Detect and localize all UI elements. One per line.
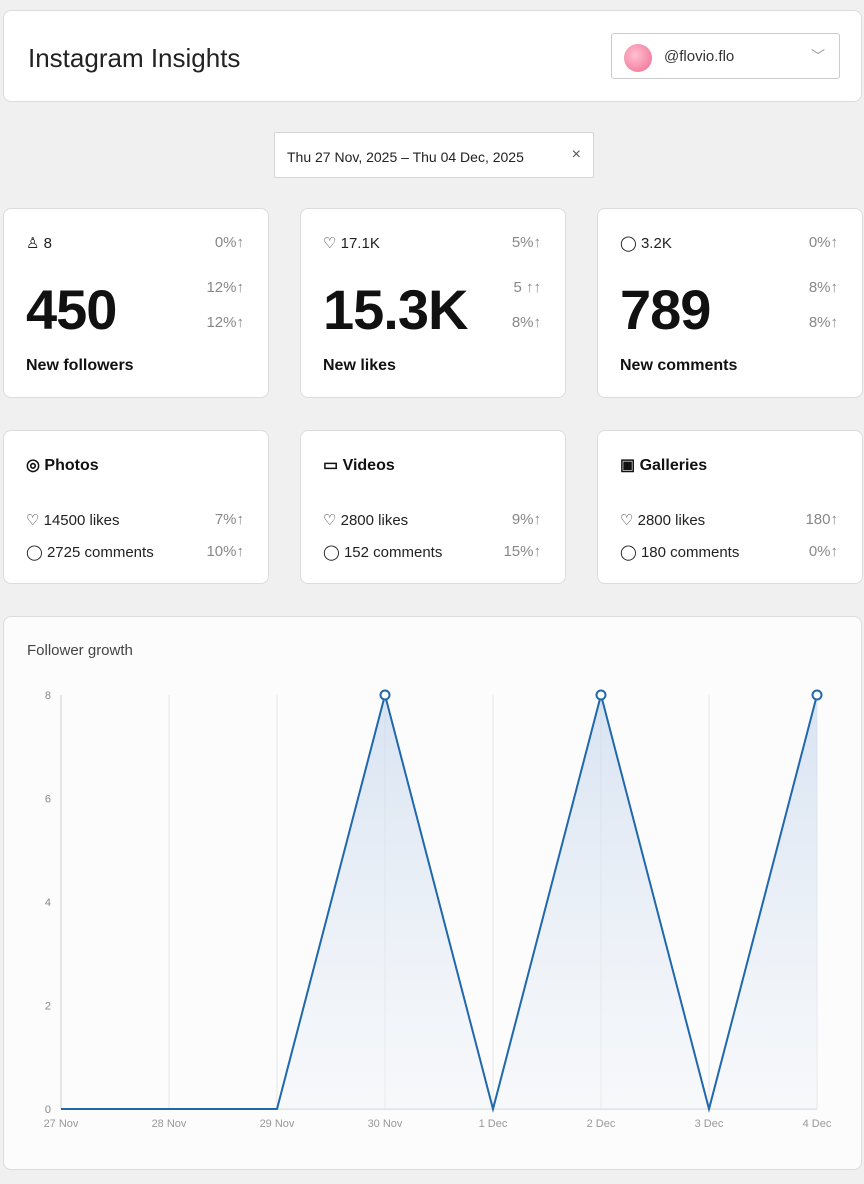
stat-small-change: 0%↑	[214, 234, 244, 251]
x-tick-label: 30 Nov	[368, 1118, 403, 1130]
media-comments-change: 10%↑	[206, 543, 244, 560]
comment-icon: ◯	[323, 544, 340, 561]
stat-change-1: 5 ↑↑	[513, 279, 541, 296]
x-tick-label: 1 Dec	[479, 1118, 508, 1130]
y-tick-label: 2	[45, 1001, 51, 1013]
stat-small-change: 5%↑	[511, 234, 541, 251]
media-title: ▭ Videos	[323, 457, 395, 474]
x-tick-label: 28 Nov	[152, 1118, 187, 1130]
page-title: Instagram Insights	[28, 43, 241, 73]
media-card-0: ◎ Photos ♡ 14500 likes 7%↑ ◯ 2725 commen…	[3, 430, 269, 584]
stat-change-1: 12%↑	[206, 279, 244, 296]
y-tick-label: 8	[45, 690, 51, 702]
header-card: Instagram Insights @flovio.flo ﹀	[3, 10, 862, 102]
chart-title: Follower growth	[27, 642, 133, 659]
stat-label: New likes	[323, 357, 396, 374]
stat-value: 789	[620, 278, 711, 341]
stat-change-1: 8%↑	[808, 279, 838, 296]
x-tick-label: 4 Dec	[803, 1118, 832, 1130]
comment-icon: ◯	[620, 235, 637, 252]
media-title: ▣ Galleries	[620, 457, 708, 474]
heart-icon: ♡	[26, 512, 40, 529]
media-comments: ◯ 152 comments	[323, 544, 443, 561]
media-comments: ◯ 180 comments	[620, 544, 740, 561]
y-tick-label: 6	[45, 794, 51, 806]
user-icon: ♙	[26, 235, 40, 252]
media-title: ◎ Photos	[26, 457, 99, 474]
data-point	[595, 689, 607, 701]
x-tick-label: 2 Dec	[587, 1118, 616, 1130]
stat-card-2: ◯ 3.2K 0%↑ 789 8%↑ 8%↑ New comments	[597, 208, 863, 398]
follower-growth-chart: Follower growth 27 Nov 28 Nov 29 Nov 30 Nov…	[3, 616, 862, 1170]
media-likes-change: 9%↑	[511, 511, 541, 528]
stat-change-2: 8%↑	[511, 314, 541, 331]
avatar	[624, 44, 652, 72]
y-tick-label: 0	[45, 1104, 51, 1116]
media-likes-change: 7%↑	[214, 511, 244, 528]
heart-icon: ♡	[620, 512, 634, 529]
stat-small: ◯ 3.2K	[620, 235, 672, 252]
stat-value: 15.3K	[323, 278, 468, 341]
stat-small-change: 0%↑	[808, 234, 838, 251]
stat-card-1: ♡ 17.1K 5%↑ 15.3K 5 ↑↑ 8%↑ New likes	[300, 208, 566, 398]
x-tick-label: 29 Nov	[260, 1118, 295, 1130]
stat-small: ♡ 17.1K	[323, 235, 380, 252]
media-likes: ♡ 14500 likes	[26, 512, 120, 529]
y-tick-label: 4	[45, 897, 51, 909]
media-comments-change: 15%↑	[503, 543, 541, 560]
instagram-icon: ◎	[26, 457, 40, 474]
comment-icon: ◯	[620, 544, 637, 561]
data-point	[811, 689, 823, 701]
stat-value: 450	[26, 278, 117, 341]
stat-change-2: 8%↑	[808, 314, 838, 331]
account-selector[interactable]: @flovio.flo ﹀	[611, 33, 840, 79]
stat-change-2: 12%↑	[206, 314, 244, 331]
clear-icon[interactable]: ×	[571, 146, 581, 163]
media-likes-change: 180↑	[805, 511, 838, 528]
media-card-2: ▣ Galleries ♡ 2800 likes 180↑ ◯ 180 comm…	[597, 430, 863, 584]
stat-small: ♙ 8	[26, 235, 52, 252]
date-range-picker[interactable]: Thu 27 Nov, 2025 – Thu 04 Dec, 2025 ×	[274, 132, 594, 178]
gallery-icon: ▣	[620, 457, 636, 474]
comment-icon: ◯	[26, 544, 43, 561]
media-likes: ♡ 2800 likes	[620, 512, 706, 529]
x-tick-label: 3 Dec	[695, 1118, 724, 1130]
series-line	[61, 691, 818, 1113]
chart-svg: 27 Nov 28 Nov 29 Nov 30 Nov 1 Dec 2 Dec 3 Dec 4…	[44, 689, 832, 1130]
stat-card-0: ♙ 8 0%↑ 450 12%↑ 12%↑ New followers	[3, 208, 269, 398]
date-range-value: Thu 27 Nov, 2025 – Thu 04 Dec, 2025	[287, 149, 524, 165]
chevron-down-icon: ﹀	[811, 48, 825, 64]
heart-icon: ♡	[323, 512, 337, 529]
heart-icon: ♡	[323, 235, 337, 252]
account-name: @flovio.flo	[664, 48, 735, 65]
x-tick-label: 27 Nov	[44, 1118, 79, 1130]
media-card-1: ▭ Videos ♡ 2800 likes 9%↑ ◯ 152 comments…	[300, 430, 566, 584]
stat-label: New comments	[620, 357, 738, 374]
stat-label: New followers	[26, 357, 134, 374]
data-point	[379, 689, 391, 701]
media-comments: ◯ 2725 comments	[26, 544, 154, 561]
video-icon: ▭	[323, 457, 339, 474]
media-likes: ♡ 2800 likes	[323, 512, 409, 529]
media-comments-change: 0%↑	[808, 543, 838, 560]
